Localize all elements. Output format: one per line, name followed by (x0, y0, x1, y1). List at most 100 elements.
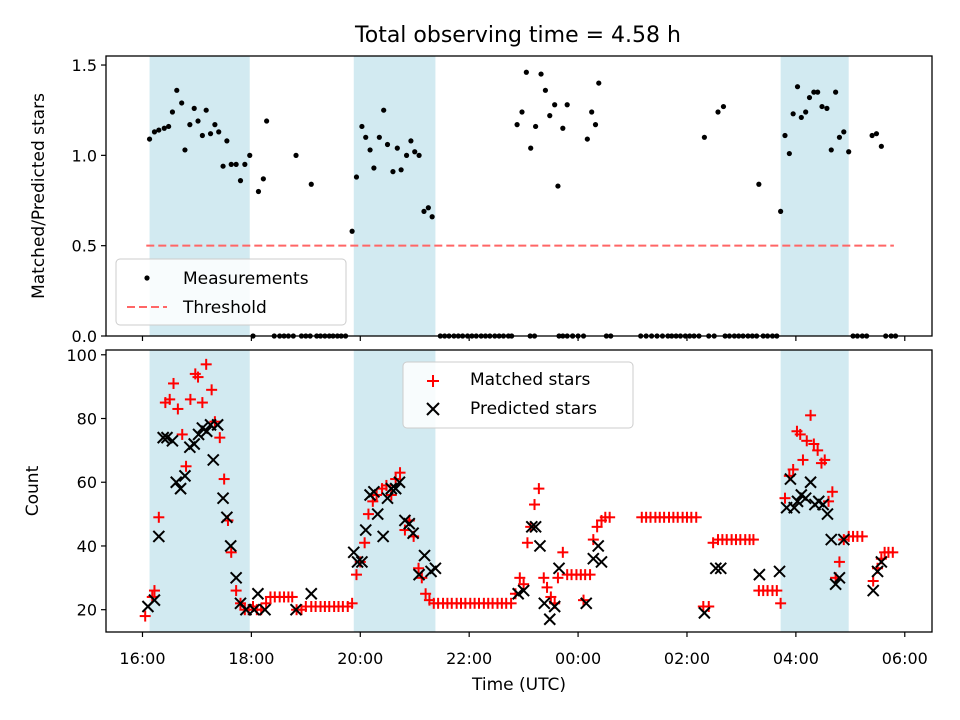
measurement-point (169, 109, 176, 115)
predicted-star-point (791, 495, 804, 508)
predicted-star-point (709, 562, 723, 575)
top-axes-frame (105, 55, 933, 337)
matched-star-point (867, 575, 879, 587)
predicted-star-point (543, 613, 556, 626)
x-tick-label: 22:00 (446, 649, 492, 668)
predicted-star-point (192, 428, 205, 441)
matched-star-point (794, 428, 806, 440)
matched-star-point (394, 467, 406, 479)
matched-star-point (747, 534, 759, 546)
legend-label-matched: Matched stars (470, 370, 590, 390)
measurement-point (542, 87, 549, 93)
matched-star-point (196, 397, 208, 409)
legend-label-predicted: Predicted stars (470, 399, 597, 419)
predicted-star-point (216, 491, 230, 505)
bottom-legend: Matched stars Predicted stars (402, 361, 634, 429)
top-legend: Measurements Threshold (115, 258, 347, 326)
predicted-star-point (251, 587, 265, 600)
bottom-axes-frame (105, 349, 933, 633)
bottom-y-tick-label: 40 (77, 537, 97, 556)
measurement-points (146, 69, 899, 339)
measurement-point (182, 147, 188, 153)
measurement-point (778, 208, 784, 214)
predicted-star-point (305, 587, 318, 600)
measurement-point (869, 132, 875, 139)
measurement-point (353, 174, 360, 180)
matched-star-point (591, 521, 603, 533)
measurement-point (425, 205, 431, 211)
matched-star-point (771, 585, 783, 597)
measurement-point (786, 150, 792, 157)
matched-star-point (541, 581, 553, 593)
measurement-point (394, 145, 400, 151)
shaded-span (780, 56, 849, 336)
predicted-star-point (355, 555, 369, 569)
measurement-point (371, 165, 377, 171)
matched-star-point (538, 572, 550, 584)
predicted-star-point (837, 533, 850, 546)
measurement-point (398, 167, 404, 173)
matched-star-point (153, 511, 165, 523)
measurement-point (166, 123, 172, 130)
matched-star-point (413, 562, 425, 574)
measurement-point (367, 147, 373, 153)
predicted-star-point (429, 562, 442, 575)
measurement-point (815, 89, 821, 95)
matched-star-point (690, 511, 702, 523)
x-tick-label: 18:00 (228, 649, 274, 668)
top-y-tick-label: 0.0 (72, 327, 97, 346)
predicted-star-point (412, 568, 426, 581)
legend-label-threshold: Threshold (182, 298, 267, 318)
x-tick-label: 04:00 (773, 649, 819, 668)
measurement-point (384, 141, 391, 148)
matched-star-point (505, 597, 517, 609)
measurement-point (247, 152, 253, 158)
predicted-star-point (866, 584, 880, 597)
measurement-point (592, 122, 599, 128)
predicted-star-point (371, 507, 384, 521)
measurement-point (199, 132, 205, 139)
top-y-tick-label: 1.0 (72, 146, 97, 165)
predicted-star-point (799, 491, 812, 505)
matched-star-point (703, 601, 715, 613)
measurement-point (519, 109, 525, 115)
predicted-star-point (821, 507, 834, 521)
measurement-point (363, 134, 369, 140)
measurement-point (308, 181, 314, 187)
measurement-point (806, 94, 813, 101)
matched-star-point (584, 569, 596, 581)
measurement-point (381, 107, 387, 113)
measurement-point (828, 147, 834, 153)
measurement-point (564, 102, 570, 108)
predicted-star-point (224, 539, 237, 553)
measurement-point (293, 152, 299, 158)
predicted-star-point (289, 603, 303, 616)
predicted-star-point (829, 577, 842, 591)
matched-star-point (856, 530, 868, 542)
measurement-point (523, 69, 529, 75)
measurement-point (790, 111, 796, 117)
predicted-star-point (418, 549, 431, 562)
matched-star-point (801, 435, 813, 447)
measurement-point (811, 89, 817, 95)
measurement-point (151, 129, 158, 135)
measurement-point (216, 129, 222, 135)
predicted-star-point (166, 434, 179, 448)
figure-title: Total observing time = 4.58 h (354, 23, 681, 48)
measurement-point (533, 123, 539, 130)
x-tick-label: 20:00 (337, 649, 383, 668)
measurement-point (803, 109, 809, 115)
predicted-star-point (533, 539, 547, 553)
predicted-star-point (247, 603, 261, 616)
top-axis-ticks: 0.0 0.5 1.0 1.5 (72, 56, 906, 346)
bottom-axis-ticks: 16:00 18:00 20:00 22:00 00:00 02:00 04:00 06:00… (66, 346, 927, 668)
top-shaded-spans (149, 56, 849, 336)
matched-star-point (206, 384, 218, 396)
x-tick-label: 02:00 (664, 649, 710, 668)
predicted-star-point (714, 562, 727, 575)
measurement-point (589, 109, 595, 115)
measurement-point (798, 114, 804, 121)
predicted-star-point (406, 527, 420, 540)
measurement-point (174, 87, 180, 93)
predicted-star-point (174, 482, 187, 495)
